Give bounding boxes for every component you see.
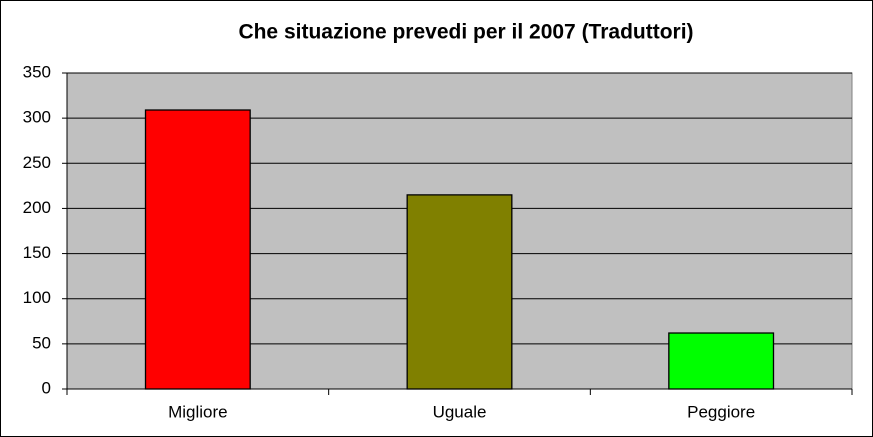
- y-tick-label: 0: [42, 378, 51, 397]
- x-tick-label: Migliore: [168, 402, 228, 421]
- x-tick-label: Uguale: [433, 402, 487, 421]
- y-tick-label: 100: [23, 288, 51, 307]
- bar: [144, 109, 251, 390]
- chart-title: Che situazione prevedi per il 2007 (Trad…: [238, 21, 693, 44]
- y-tick-label: 250: [23, 153, 51, 172]
- y-tick-label: 200: [23, 198, 51, 217]
- y-tick-label: 50: [32, 333, 51, 352]
- y-tick-label: 300: [23, 108, 51, 127]
- y-tick-label: 150: [23, 243, 51, 262]
- bar: [406, 194, 513, 390]
- x-tick-label: Peggiore: [687, 402, 755, 421]
- bar: [668, 332, 775, 390]
- y-tick-label: 350: [23, 62, 51, 81]
